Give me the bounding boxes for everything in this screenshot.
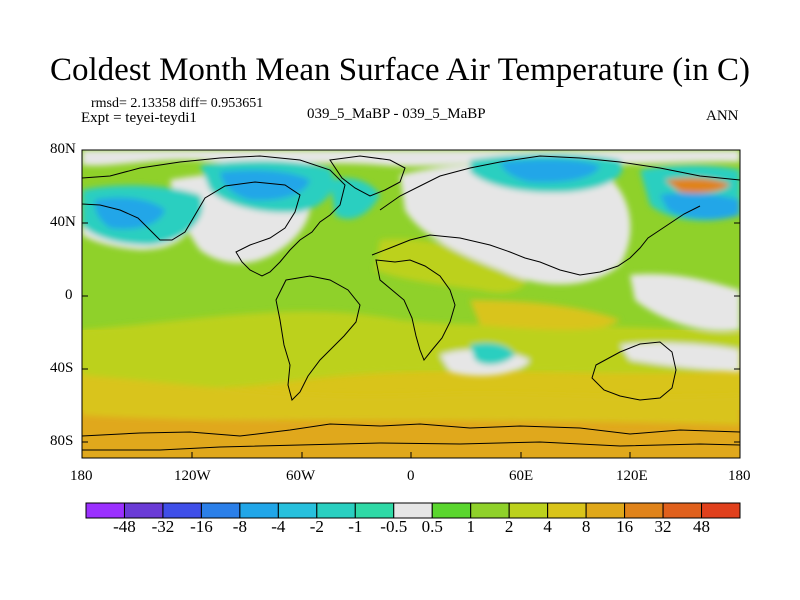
no-change-eurasia — [400, 163, 631, 285]
lon-label-60w: 60W — [286, 468, 316, 484]
colorbar-label: -8 — [233, 517, 247, 536]
greenland-outline — [329, 155, 406, 197]
lon-label-120w: 120W — [174, 468, 211, 484]
colorbar-label: 16 — [616, 517, 633, 536]
europe-asia-outline — [379, 155, 740, 211]
colorbar-swatch — [508, 502, 549, 519]
map-title: Coldest Month Mean Surface Air Temperatu… — [50, 52, 750, 88]
yellow-patch-indian — [470, 300, 620, 330]
colorbar-swatch — [585, 502, 626, 519]
colorbar-label: -4 — [271, 517, 286, 536]
antarctica-outline — [82, 423, 740, 437]
blue-north-america — [220, 170, 310, 201]
lon-label-0: 0 — [407, 468, 415, 484]
orange-kamchatka — [665, 177, 730, 194]
no-change-pacific-east — [630, 273, 740, 331]
cyan-greenland — [330, 178, 380, 219]
colorbar-swatch — [624, 502, 664, 519]
lon-label-180w: 180 — [70, 468, 93, 484]
colorbar-swatch — [200, 502, 241, 519]
colorbar-label: -48 — [113, 517, 136, 536]
colorbar-label: -2 — [310, 517, 324, 536]
blue-siberia — [500, 159, 600, 183]
colorbar-swatch — [316, 502, 356, 519]
cyan-south-atlantic — [470, 343, 515, 365]
colorbar-swatch — [239, 502, 279, 519]
lon-label-180e: 180 — [728, 468, 751, 484]
colorbar-swatch — [85, 502, 125, 519]
colorbar-label: 1 — [466, 517, 475, 536]
colorbar-label: -32 — [152, 517, 175, 536]
colorbar-swatch — [547, 502, 587, 519]
south-america-outline — [275, 275, 361, 401]
africa-outline — [375, 259, 456, 361]
colorbar: -48 -32 -16 -8 -4 -2 -1 -0.5 0.5 1 2 4 8 16 32 48 — [85, 502, 741, 536]
experiment-label: Expt = teyei-teydi1 — [81, 110, 197, 126]
yellow-green-region — [82, 311, 740, 388]
colorbar-label: 32 — [655, 517, 672, 536]
colorbar-label: -1 — [348, 517, 362, 536]
colorbar-label: 48 — [693, 517, 710, 536]
lat-label-0: 0 — [65, 287, 73, 303]
stats-label: rmsd= 2.13358 diff= 0.953651 — [91, 96, 264, 111]
colorbar-swatch — [662, 502, 703, 519]
colorbar-label: 8 — [582, 517, 591, 536]
no-change-south-pacific — [620, 342, 740, 372]
lat-label-40n: 40N — [50, 214, 76, 230]
season-label: ANN — [706, 108, 739, 124]
colorbar-label: -0.5 — [380, 517, 407, 536]
blue-north-pacific — [94, 197, 165, 230]
colorbar-swatch — [123, 502, 164, 519]
eurasia-south-coast — [371, 205, 701, 276]
orange-region-south — [82, 415, 740, 458]
colorbar-label: 4 — [543, 517, 552, 536]
temperature-field — [82, 150, 740, 458]
antarctic-coast-2 — [82, 441, 740, 451]
lat-label-80s: 80S — [50, 433, 74, 449]
colorbar-label: -16 — [190, 517, 213, 536]
colorbar-label: 0.5 — [422, 517, 443, 536]
colorbar-swatch — [470, 502, 510, 519]
colorbar-swatch — [354, 502, 395, 519]
colorbar-swatch — [431, 502, 472, 519]
lat-label-40s: 40S — [50, 360, 74, 376]
coastlines — [82, 155, 740, 451]
australia-outline — [591, 341, 677, 401]
colorbar-swatch — [277, 502, 318, 519]
yellow-patch-africa — [375, 239, 528, 293]
ticks — [81, 149, 741, 458]
colorbar-swatch — [701, 502, 741, 519]
lon-label-120e: 120E — [616, 468, 648, 484]
colorbar-swatch — [162, 502, 202, 519]
colorbar-label: 2 — [505, 517, 514, 536]
lat-label-80n: 80N — [50, 141, 76, 157]
north-america-outline — [82, 155, 346, 277]
lon-label-60e: 60E — [509, 468, 534, 484]
yellow-region-south — [82, 375, 740, 425]
colorbar-swatch — [393, 502, 433, 519]
case-label: 039_5_MaBP - 039_5_MaBP — [307, 106, 486, 122]
